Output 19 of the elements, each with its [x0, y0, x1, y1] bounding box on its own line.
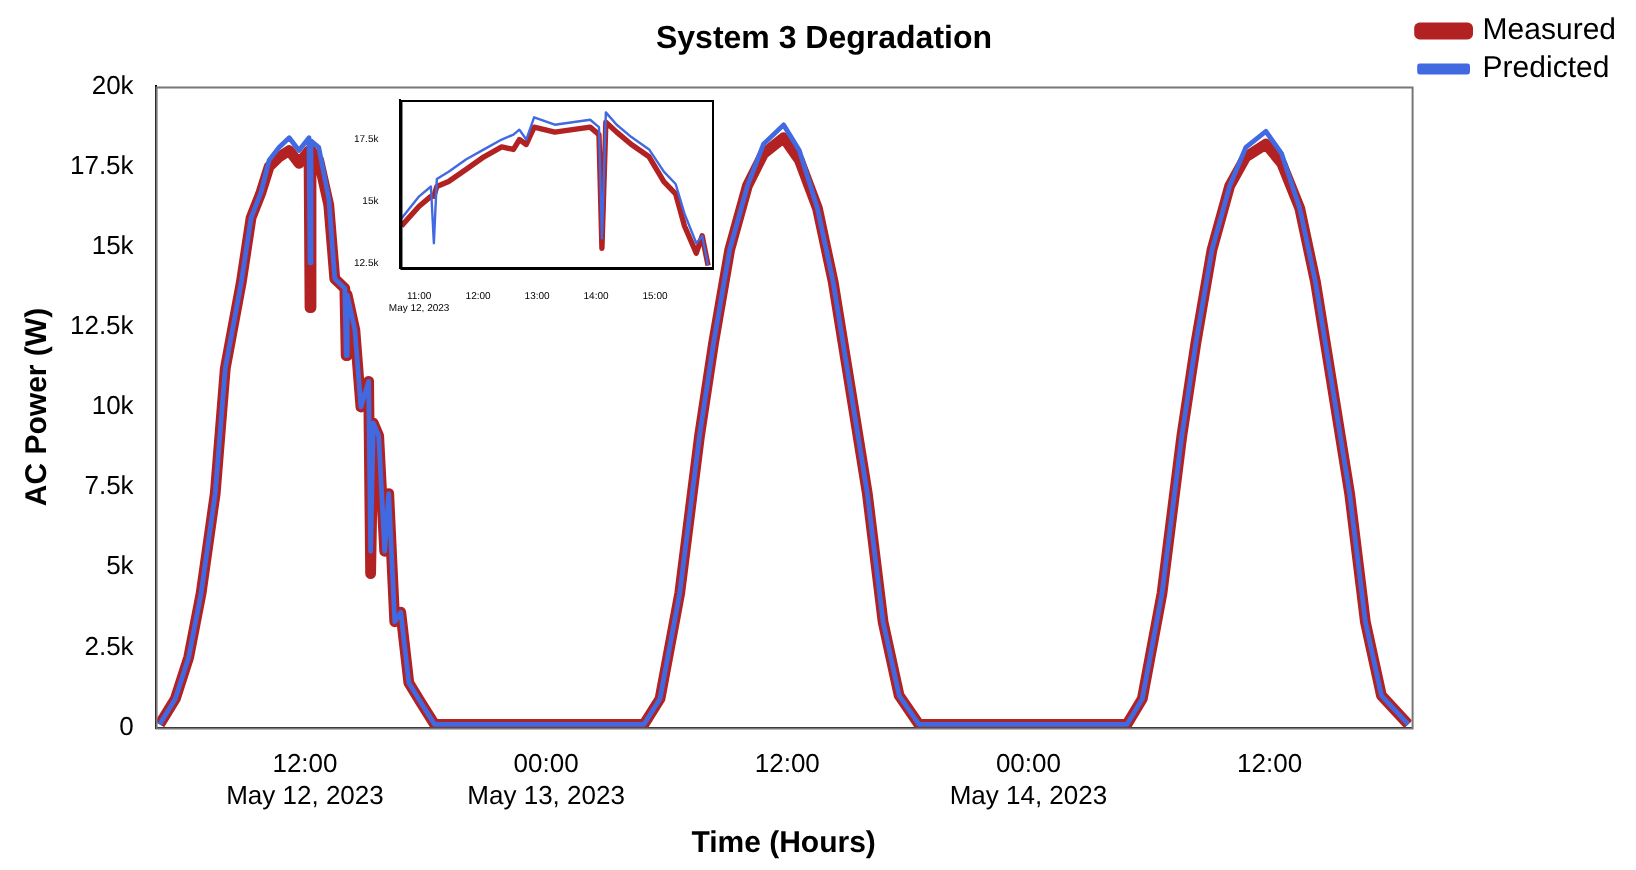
x-tick-label: 00:00 May 14, 2023	[949, 748, 1108, 810]
chart-title: System 3 Degradation	[655, 22, 993, 57]
x-tick-label: 12:00	[754, 748, 820, 779]
x-tick-label: 00:00 May 13, 2023	[467, 748, 625, 810]
y-tick-label: 10k	[91, 390, 135, 421]
y-tick-label: 12.5k	[69, 310, 135, 341]
y-tick-label: 17.5k	[69, 149, 135, 180]
legend-label: Measured	[1482, 13, 1616, 48]
y-tick-label: 20k	[91, 69, 135, 100]
y-tick-label: 5k	[106, 550, 135, 581]
x-tick-label: 12:00 May 12, 2023	[226, 748, 384, 810]
legend-label: Predicted	[1482, 51, 1610, 86]
x-tick-label: 12:00	[1237, 748, 1303, 779]
x-axis-title: Time (Hours)	[691, 826, 876, 861]
y-tick-label: 2.5k	[84, 630, 135, 661]
y-tick-label: 15k	[91, 229, 135, 260]
y-tick-label: 7.5k	[84, 470, 135, 501]
y-axis-title: AC Power (W)	[20, 307, 55, 507]
y-tick-label: 0	[119, 710, 134, 741]
